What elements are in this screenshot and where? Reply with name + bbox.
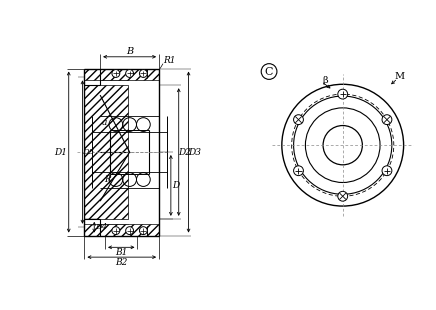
Circle shape [382,166,392,176]
Circle shape [112,227,120,235]
Text: B2: B2 [116,258,128,267]
Text: D2: D2 [178,148,191,157]
Text: B1: B1 [115,248,127,257]
Text: R1: R1 [163,56,175,65]
Circle shape [112,69,120,78]
Circle shape [338,191,347,201]
Bar [100,224,159,236]
Bar [85,224,128,236]
Circle shape [140,227,147,235]
Text: β: β [322,76,328,85]
Circle shape [338,89,347,99]
Circle shape [140,69,147,78]
Circle shape [293,166,303,176]
Text: D1: D1 [54,148,68,157]
Text: C: C [265,67,273,77]
Text: M: M [395,72,405,81]
Circle shape [126,227,133,235]
Bar [100,69,159,80]
Text: D3: D3 [188,148,201,157]
Text: a: a [102,118,107,127]
Text: R: R [105,175,111,184]
Text: B: B [126,47,133,56]
Bar [85,85,128,219]
Text: D4: D4 [95,223,107,231]
Text: D: D [172,181,179,190]
Circle shape [382,115,392,125]
Circle shape [126,69,133,78]
Text: D5: D5 [82,148,95,156]
Bar [85,69,128,80]
Circle shape [293,115,303,125]
